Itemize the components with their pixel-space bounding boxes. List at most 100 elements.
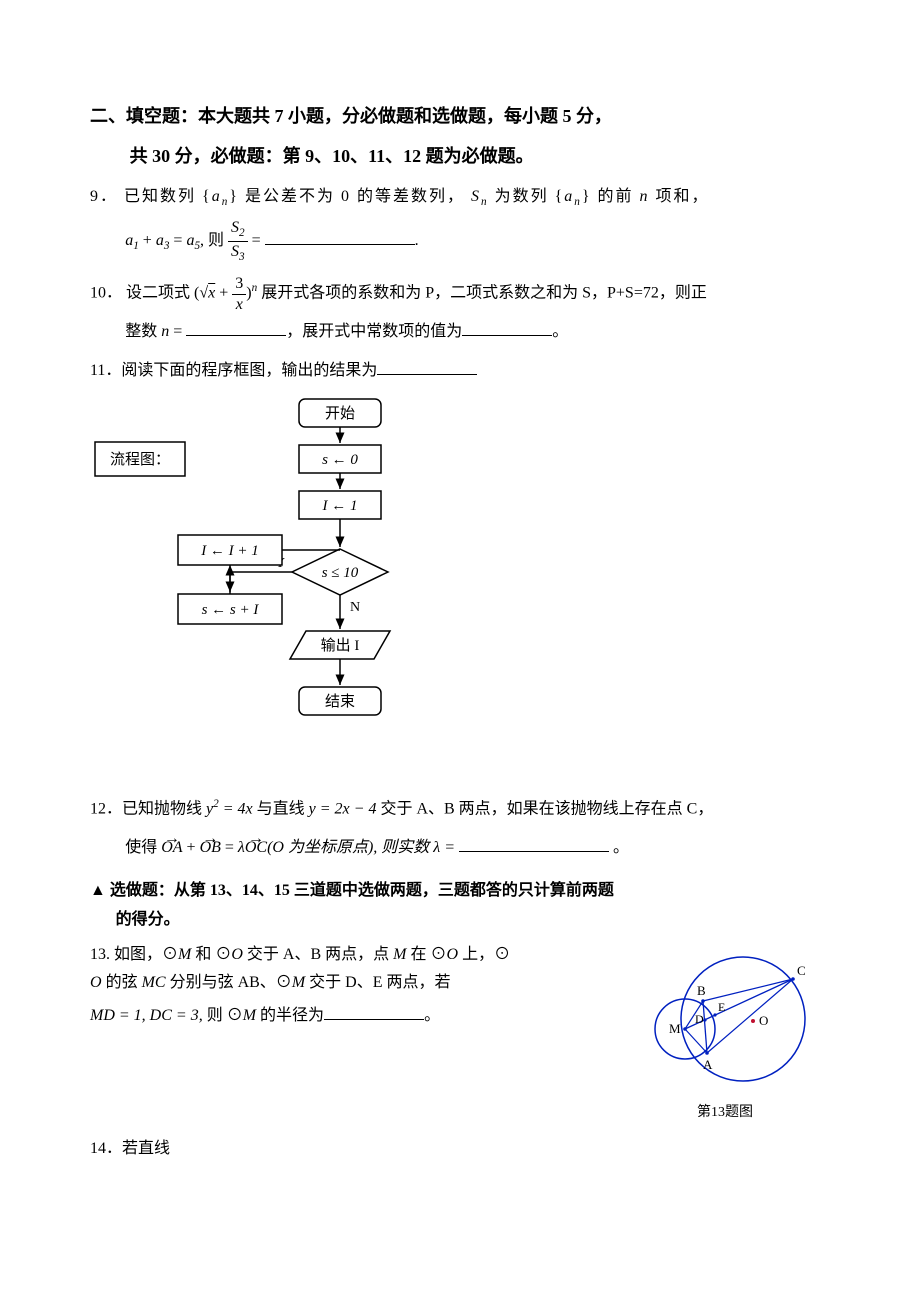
fig-A: A [703,1057,713,1072]
q10-l2a: 整数 [125,323,161,340]
q11-blank [377,358,477,375]
q10-frac: 3x [232,274,246,313]
optional-title: ▲ 选做题：从第 13、14、15 三道题中选做两题，三题都答的只计算前两题 的… [90,877,830,935]
q9-an: a [212,188,222,205]
q13-te: 上，⊙ [458,946,510,963]
q12-tc: 交于 A、B 两点，如果在该抛物线上存在点 C， [376,800,713,817]
flow-s0: s ← 0 [322,452,358,468]
q9-text-a: 已知数列 { [124,188,212,205]
q14-text: 若直线 [122,1140,170,1157]
section-title-line1: 二、填空题：本大题共 7 小题，分必做题和选做题，每小题 5 分， [90,100,830,132]
q12-blank [459,835,609,852]
q13-l2a: O [90,974,102,991]
flow-cond: s ≤ 10 [322,565,359,581]
q13-tb: 和 ⊙ [191,946,231,963]
q10-fn: 3 [232,274,246,294]
q9-blank [265,228,415,245]
flow-n: N [350,600,360,615]
q13-blank [324,1003,424,1020]
q9-Sn-sub: n [481,196,489,208]
q9-a3: a [156,232,164,249]
question-13: 13. 如图，⊙M 和 ⊙O 交于 A、B 两点，点 M 在 ⊙O 上，⊙ O … [90,941,830,1125]
q10-l2b: = [169,323,186,340]
flow-start: 开始 [325,405,355,422]
q9-text-d: } 的前 [582,188,640,205]
q9-an2-sub: n [574,196,582,208]
q13-eq: MD = 1, DC = 3, [90,1007,203,1024]
flow-i1: I ← 1 [322,498,358,514]
question-12: 12．已知抛物线 y2 = 4x 与直线 y = 2x − 4 交于 A、B 两… [90,794,830,863]
q10-text-b: 展开式各项的系数和为 P，二项式系数之和为 S，P+S=72，则正 [261,285,707,302]
q10-pow: n [252,282,258,294]
q12-paren: (O 为坐标原点), 则实数 λ = [267,839,459,856]
q9-eq1: = [169,232,186,249]
question-11: 11．阅读下面的程序框图，输出的结果为 [90,357,830,386]
q12-dot: 。 [613,839,629,856]
q9-fds: 3 [239,251,245,263]
q9-text-c: 为数列 { [489,188,565,205]
q12-num: 12． [90,800,122,817]
q13-M3: M [292,974,305,991]
q13-M1: M [178,946,191,963]
q13-l2b: 的弦 [102,974,142,991]
q9-text-e: 项和， [650,188,710,205]
q9-then: , 则 [200,232,224,249]
q13-M2: M [393,946,406,963]
q13-tc: 交于 A、B 两点，点 [243,946,393,963]
q9-fd: S [231,243,239,260]
q9-dot: . [415,232,419,249]
flow-end: 结束 [325,693,355,710]
flow-inc-i: I ← I + 1 [200,543,259,559]
q10-n: n [161,323,169,340]
q13-M4: M [243,1007,256,1024]
q9-fn: S [231,219,239,236]
q13-MC: MC [142,974,166,991]
q11-text: 阅读下面的程序框图，输出的结果为 [121,362,377,379]
q10-blank2 [462,319,552,336]
q12-lam: λ [238,839,245,856]
fig-E: E [718,1000,725,1014]
q9-num: 9． [90,188,118,205]
q9-Sn: S [471,188,481,205]
section-title-line2: 共 30 分，必做题：第 9、10、11、12 题为必做题。 [130,140,830,172]
q14-num: 14． [90,1140,122,1157]
q10-dot: 。 [552,323,568,340]
fig-C: C [797,963,806,978]
opt-ta: 选做题：从第 13、14、15 三道题中选做两题，三题都答的只计算前两题 [110,882,614,899]
q13-l2c: 分别与弦 AB、⊙ [166,974,292,991]
flowchart-svg: 流程图： 开始 s ← 0 I ← 1 s ≤ 10 Y s ← s + I I… [90,397,450,767]
flow-out: 输出 I [321,637,360,654]
opt-marker: ▲ [90,882,106,899]
q10-l2c: ，展开式中常数项的值为 [286,323,462,340]
q12-ta: 已知抛物线 [122,800,206,817]
q9-plus1: + [139,232,156,249]
q10-text-a: 设二项式 ( [126,285,199,302]
fig-O: O [759,1013,768,1028]
q12-4x: = 4x [219,800,253,817]
flow-inc-s: s ← s + I [202,602,260,618]
q13-l2d: 交于 D、E 两点，若 [305,974,450,991]
question-14: 14．若直线 [90,1135,830,1164]
q12-pl: + [183,839,200,856]
q10-blank1 [186,319,286,336]
q9-an2: a [564,188,574,205]
opt-tb: 的得分。 [116,906,830,935]
flow-label: 流程图： [110,451,170,468]
q13-O2: O [447,946,459,963]
figure-13: M O A B C D E [620,941,830,1125]
q10-num: 10． [90,285,122,302]
fig13-caption: 第13题图 [620,1100,830,1125]
q9-a1: a [125,232,133,249]
q13-then: 则 ⊙ [203,1007,243,1024]
q12-eq2: y = 2x − 4 [309,800,377,817]
q12-tb: 与直线 [253,800,309,817]
q13-dot: 。 [424,1007,440,1024]
q13-tail: 的半径为 [256,1007,324,1024]
question-10: 10． 设二项式 (√x + 3x)n 展开式各项的系数和为 P，二项式系数之和… [90,274,830,346]
q9-text-b: } 是公差不为 0 的等差数列， [229,188,471,205]
fig-B: B [697,983,706,998]
q10-plus: + [215,285,232,302]
q12-l2a: 使得 [125,839,161,856]
q13-td: 在 ⊙ [406,946,446,963]
flowchart: 流程图： 开始 s ← 0 I ← 1 s ≤ 10 Y s ← s + I I… [90,397,830,778]
